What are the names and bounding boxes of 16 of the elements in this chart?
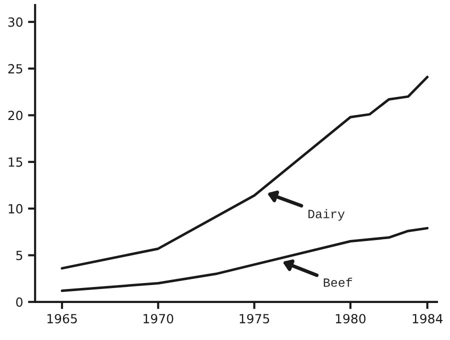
y-tick-label: 10 bbox=[8, 204, 22, 214]
y-tick-label: 0 bbox=[16, 297, 22, 307]
x-tick-label: 1984 bbox=[412, 314, 443, 324]
y-tick-label: 30 bbox=[8, 17, 22, 27]
x-tick-label: 1970 bbox=[144, 314, 174, 324]
y-tick-label: 20 bbox=[8, 110, 22, 120]
x-tick-label: 1965 bbox=[47, 314, 77, 324]
y-tick-label: 5 bbox=[16, 250, 22, 260]
y-tick-label: 15 bbox=[8, 158, 22, 167]
line-series bbox=[60, 226, 429, 292]
y-tick-label: 25 bbox=[8, 64, 22, 74]
x-tick-label: 1975 bbox=[240, 314, 270, 324]
x-tick-label: 1980 bbox=[336, 314, 366, 324]
annotation: Dairy bbox=[308, 209, 345, 221]
line-series bbox=[60, 76, 429, 270]
annotation: Beef bbox=[324, 278, 352, 287]
